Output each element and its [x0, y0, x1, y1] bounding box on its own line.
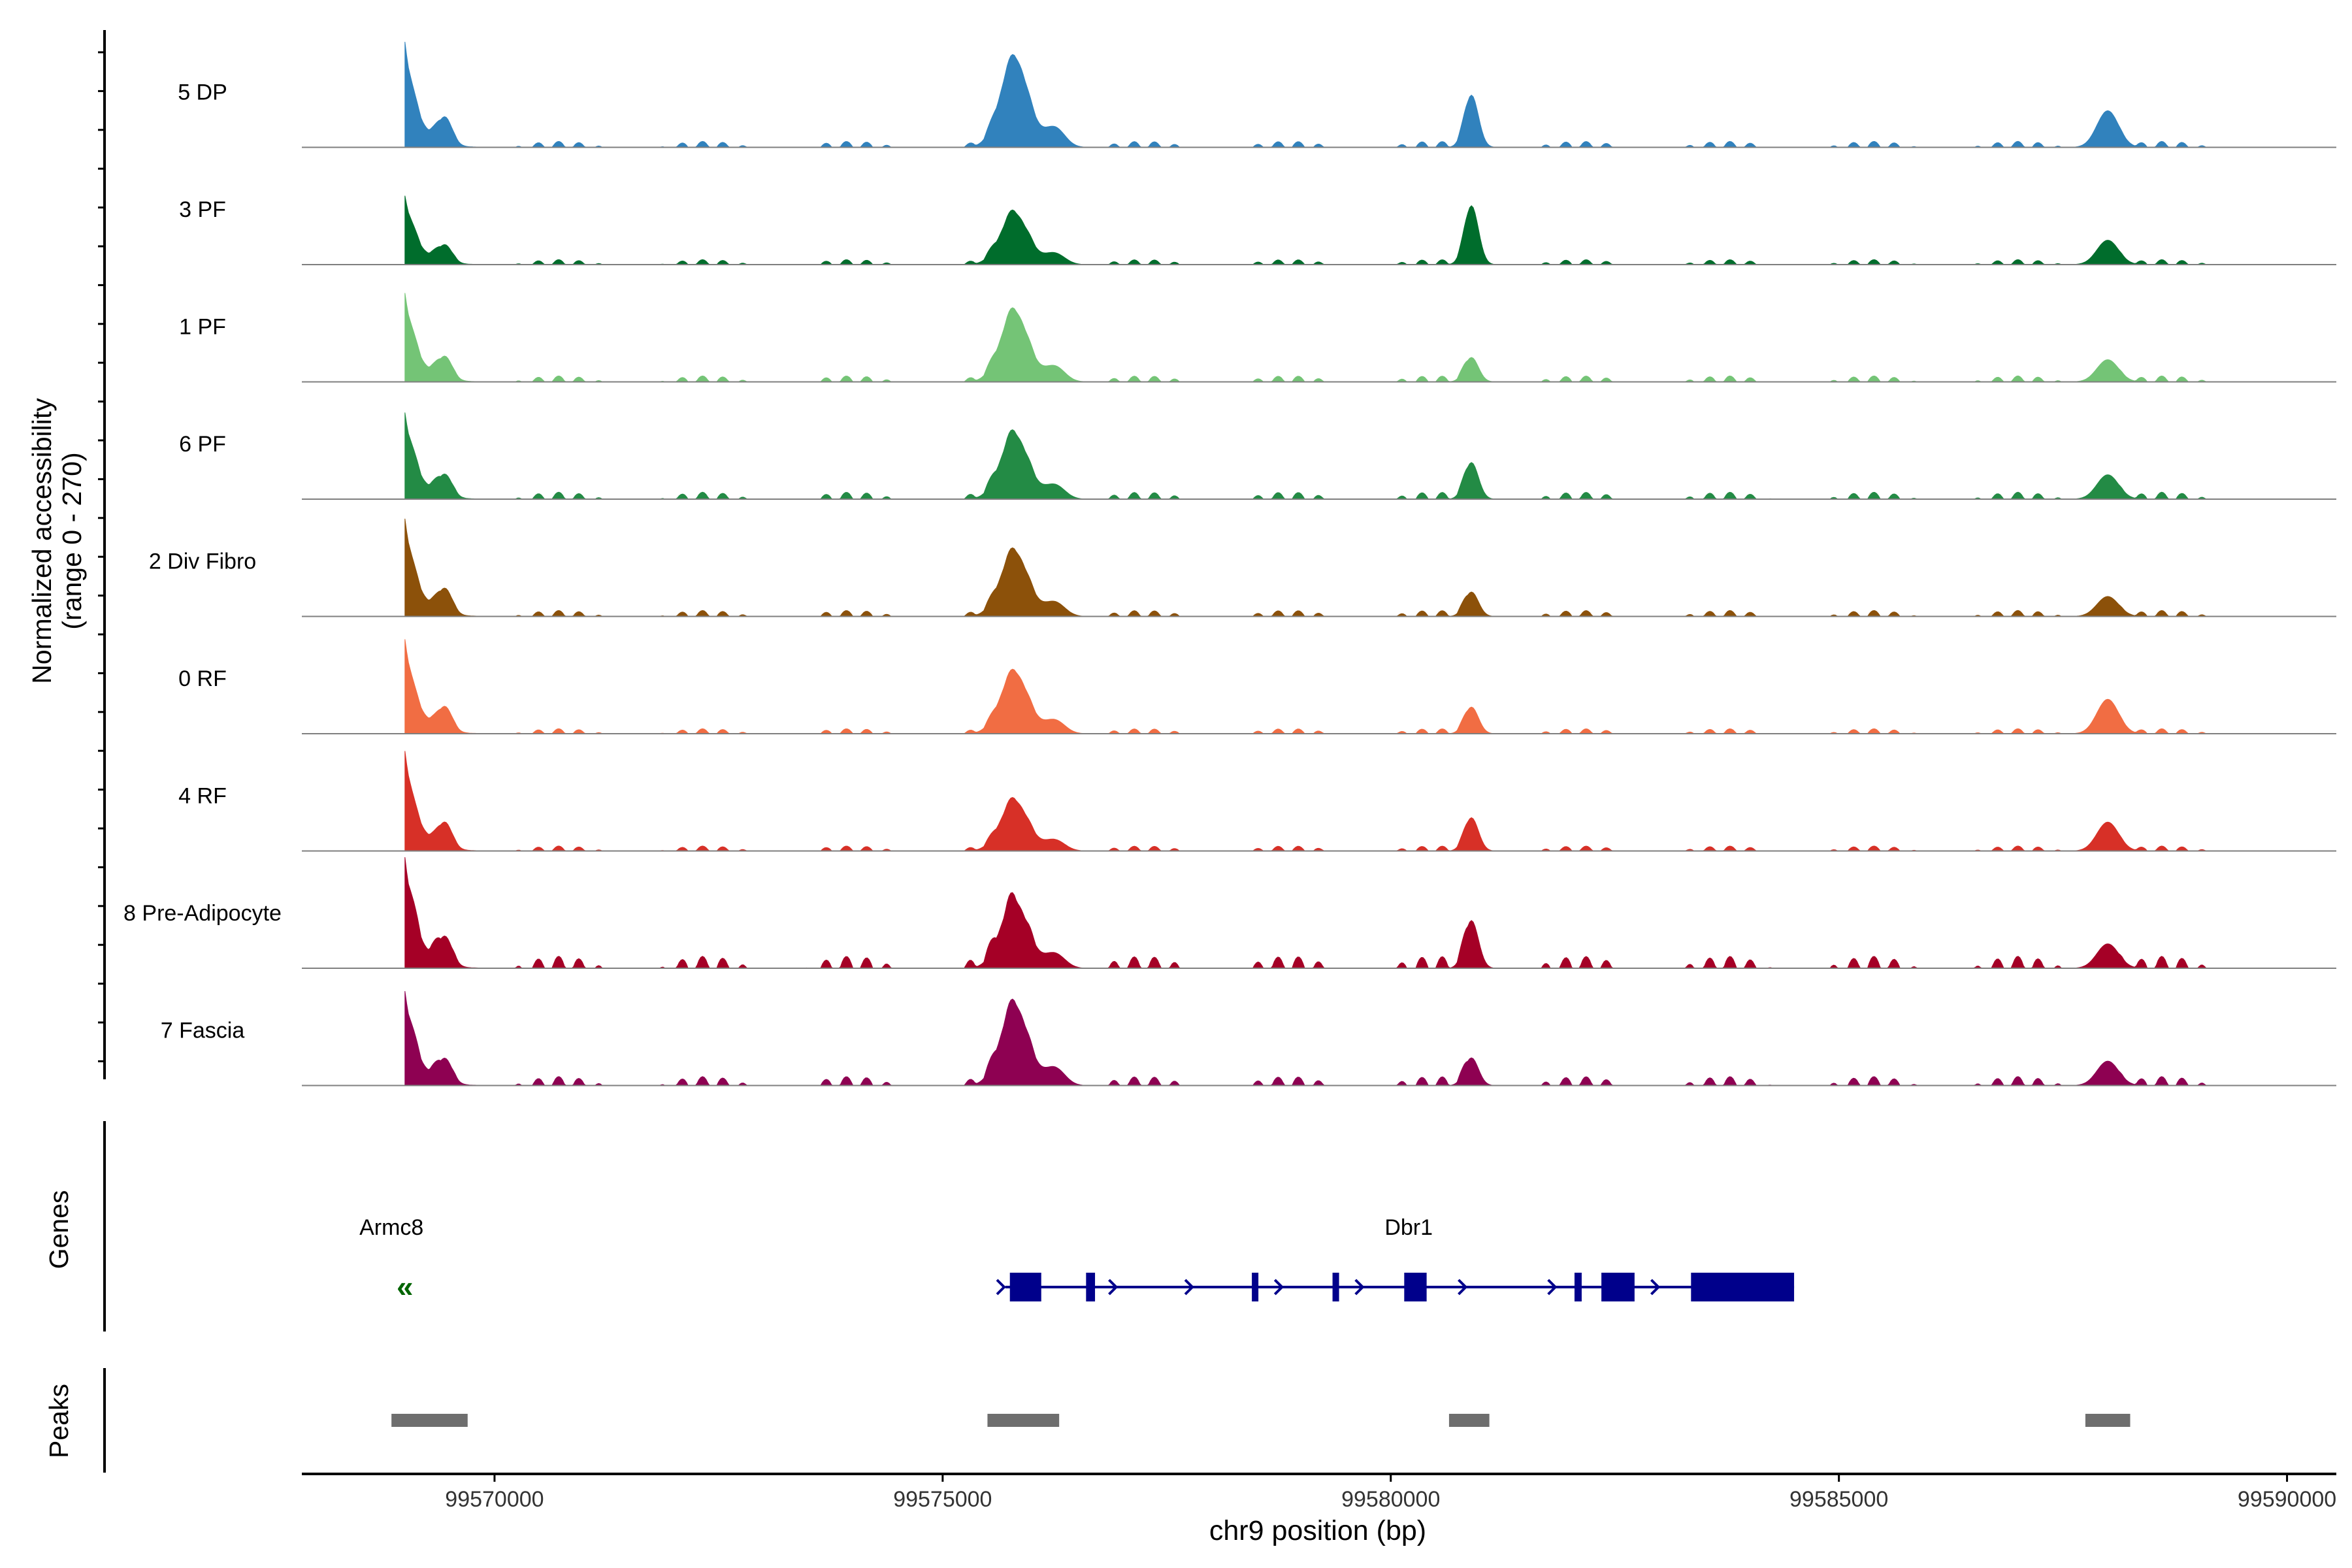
y-axis-title-line1: Normalized accessibility: [27, 398, 57, 684]
track-label: 6 PF: [179, 432, 226, 457]
track-4-rf: 4 RF: [178, 751, 2336, 852]
exon: [1086, 1273, 1096, 1301]
peak-region: [391, 1414, 468, 1427]
track-label: 2 Div Fibro: [149, 549, 256, 574]
peaks-panel-title: Peaks: [44, 1384, 74, 1458]
coverage-area: [404, 293, 2242, 382]
gene-strand-icon: «: [397, 1269, 414, 1303]
strand-arrow: [996, 1279, 1006, 1296]
gene-label: Dbr1: [1384, 1215, 1433, 1240]
coverage-area: [404, 990, 2242, 1086]
x-tick-label: 99590000: [2238, 1487, 2336, 1512]
track-label: 1 PF: [179, 315, 226, 340]
x-tick-label: 99580000: [1341, 1487, 1440, 1512]
coverage-tracks: 5 DP 3 PF 1 PF 6 PF 2 Div Fibro 0 RF 4 RF 8 Pre…: [123, 41, 2336, 1086]
exon: [1574, 1273, 1582, 1301]
exon: [1009, 1273, 1041, 1301]
track-label: 0 RF: [178, 666, 227, 691]
strand-arrow: [1650, 1279, 1661, 1296]
track-label: 8 Pre-Adipocyte: [123, 901, 282, 926]
track-7-fascia: 7 Fascia: [161, 990, 2336, 1086]
x-tick-label: 99585000: [1789, 1487, 1888, 1512]
strand-arrow: [1547, 1279, 1558, 1296]
track-2-div-fibro: 2 Div Fibro: [149, 518, 2336, 617]
coverage-area: [404, 751, 2242, 851]
coverage-area: [404, 857, 2242, 969]
peak-region: [987, 1414, 1060, 1427]
track-5-dp: 5 DP: [178, 41, 2336, 148]
coverage-area: [404, 639, 2242, 734]
peaks-panel: [391, 1414, 2131, 1427]
exon: [1601, 1273, 1635, 1301]
exon: [1404, 1273, 1427, 1301]
exon: [1252, 1273, 1259, 1301]
y-axis-ticks: [98, 51, 105, 1062]
genes-panel-title: Genes: [44, 1190, 74, 1269]
x-tick-label: 99575000: [893, 1487, 992, 1512]
peak-region: [2085, 1414, 2131, 1427]
gene-label: Armc8: [359, 1215, 423, 1240]
strand-arrow: [1184, 1279, 1194, 1296]
strand-arrow: [1273, 1279, 1284, 1296]
track-8-pre-adipocyte: 8 Pre-Adipocyte: [123, 857, 2336, 969]
x-axis-ticks: 99570000 99575000 99580000 99585000 99590000: [445, 1474, 2336, 1512]
x-axis-title: chr9 position (bp): [1209, 1515, 1426, 1546]
coverage-area: [404, 41, 2242, 148]
coverage-area: [404, 195, 2242, 265]
strand-arrow: [1458, 1279, 1468, 1296]
y-axis-title: Normalized accessibility (range 0 - 270): [27, 398, 87, 684]
track-1-pf: 1 PF: [179, 293, 2336, 383]
strand-arrow: [1108, 1279, 1119, 1296]
coverage-area: [404, 412, 2242, 500]
peak-region: [1448, 1414, 1490, 1427]
track-label: 3 PF: [179, 197, 226, 222]
coverage-area: [404, 518, 2242, 617]
x-tick-label: 99570000: [445, 1487, 544, 1512]
strand-arrow: [1354, 1279, 1365, 1296]
track-label: 7 Fascia: [161, 1019, 245, 1043]
exon: [1332, 1273, 1339, 1301]
exon: [1691, 1273, 1795, 1301]
track-0-rf: 0 RF: [178, 639, 2336, 734]
genes-panel: Armc8 « Dbr1: [359, 1215, 1795, 1303]
gene-armc8: Armc8 «: [359, 1215, 423, 1303]
y-axis-title-line2: (range 0 - 270): [57, 452, 87, 629]
track-3-pf: 3 PF: [179, 195, 2336, 265]
track-6-pf: 6 PF: [179, 412, 2336, 500]
track-label: 4 RF: [178, 784, 227, 809]
gene-dbr1: Dbr1: [996, 1215, 1795, 1301]
track-label: 5 DP: [178, 80, 227, 105]
